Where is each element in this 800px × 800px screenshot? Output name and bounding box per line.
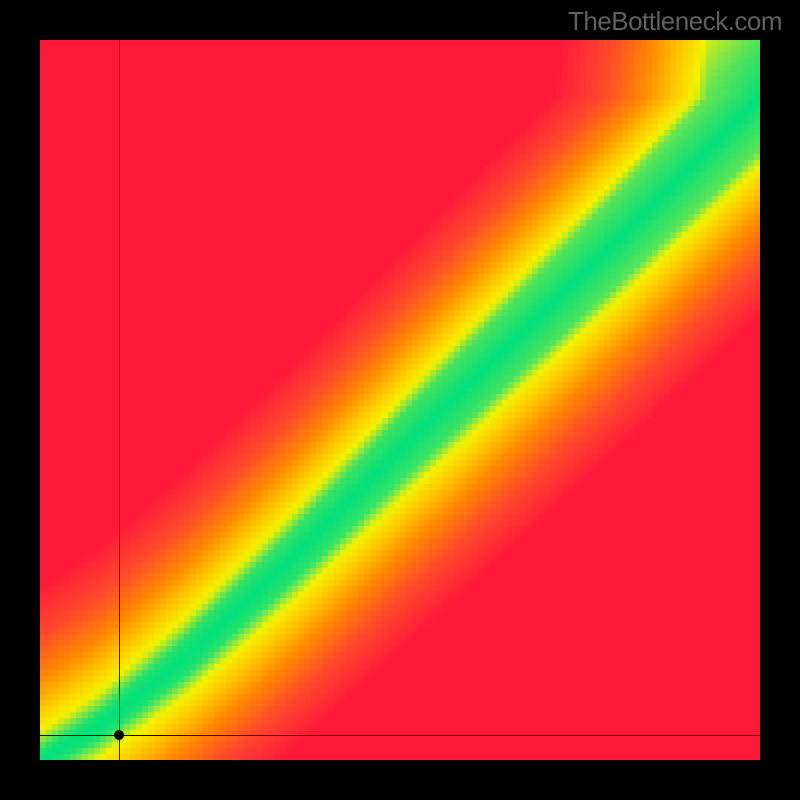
crosshair-marker bbox=[114, 730, 124, 740]
chart-container: TheBottleneck.com bbox=[0, 0, 800, 800]
crosshair-vertical-line bbox=[119, 40, 120, 760]
watermark-text: TheBottleneck.com bbox=[568, 6, 782, 37]
heatmap-plot-area bbox=[40, 40, 760, 760]
crosshair-horizontal-line bbox=[40, 735, 760, 736]
heatmap-canvas bbox=[40, 40, 760, 760]
